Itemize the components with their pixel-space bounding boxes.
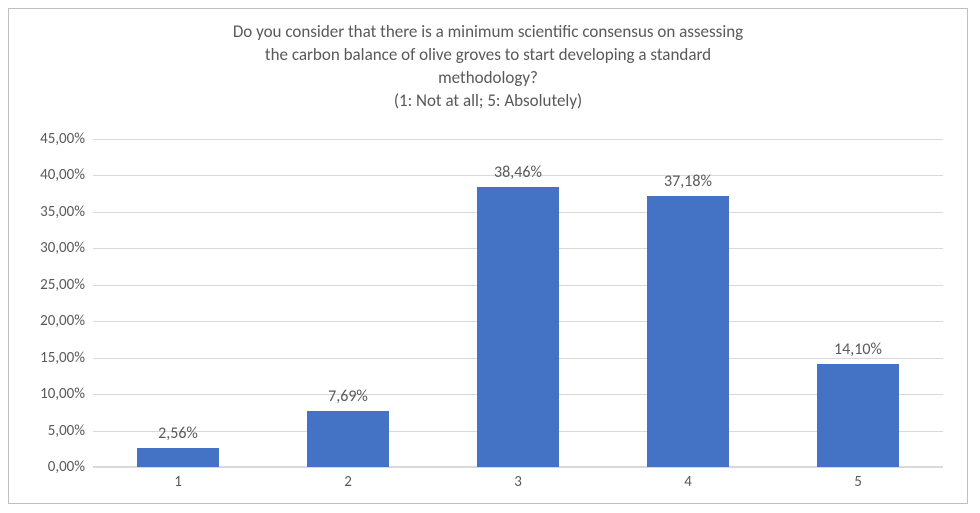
bar: 37,18%: [647, 196, 729, 467]
bar-value-label: 14,10%: [834, 340, 882, 359]
x-axis-label: 2: [344, 473, 352, 491]
plot-area: 0,00%5,00%10,00%15,00%20,00%25,00%30,00%…: [93, 139, 943, 467]
gridline: [93, 139, 943, 140]
bar: 38,46%: [477, 187, 559, 467]
bar: 7,69%: [307, 411, 389, 467]
y-axis-label: 35,00%: [40, 203, 85, 221]
chart-title-line: methodology?: [49, 67, 927, 90]
chart-title-line: (1: Not at all; 5: Absolutely): [49, 90, 927, 113]
chart-frame: Do you consider that there is a minimum …: [8, 8, 968, 504]
gridline: [93, 467, 943, 468]
x-axis-label: 4: [684, 473, 692, 491]
y-axis-label: 25,00%: [40, 276, 85, 294]
bar: 14,10%: [817, 364, 899, 467]
x-axis-label: 5: [854, 473, 862, 491]
x-axis-label: 1: [174, 473, 182, 491]
y-axis-label: 15,00%: [40, 349, 85, 367]
y-axis-label: 0,00%: [48, 458, 85, 476]
bar-value-label: 2,56%: [158, 424, 198, 443]
y-axis-label: 10,00%: [40, 385, 85, 403]
y-axis-label: 30,00%: [40, 239, 85, 257]
y-axis-label: 40,00%: [40, 166, 85, 184]
chart-title-line: the carbon balance of olive groves to st…: [49, 44, 927, 67]
bar-value-label: 38,46%: [494, 163, 542, 182]
bar: 2,56%: [137, 448, 219, 467]
x-axis-label: 3: [514, 473, 522, 491]
bar-value-label: 7,69%: [328, 387, 368, 406]
bar-value-label: 37,18%: [664, 172, 712, 191]
y-axis-label: 20,00%: [40, 312, 85, 330]
y-axis-label: 45,00%: [40, 130, 85, 148]
y-axis-label: 5,00%: [48, 422, 85, 440]
chart-title-line: Do you consider that there is a minimum …: [49, 21, 927, 44]
chart-title: Do you consider that there is a minimum …: [49, 21, 927, 113]
